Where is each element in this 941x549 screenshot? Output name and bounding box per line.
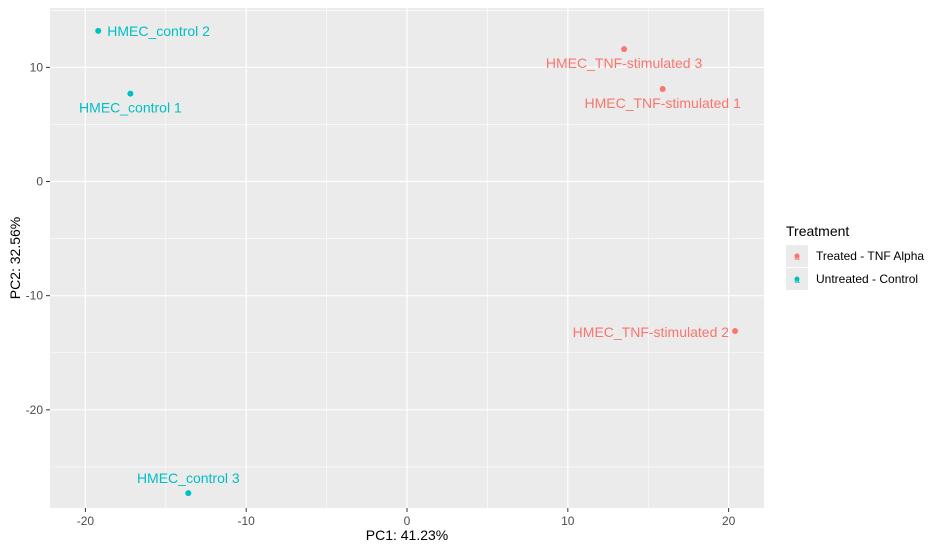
legend-label: Untreated - Control <box>816 272 918 286</box>
point-label: HMEC_TNF-stimulated 2 <box>573 324 730 340</box>
legend-key-point <box>794 276 800 282</box>
legend-title: Treatment <box>786 223 849 239</box>
point-label: HMEC_control 2 <box>107 23 210 39</box>
x-tick-label: -20 <box>77 514 95 528</box>
x-tick-label: 20 <box>722 514 736 528</box>
data-point <box>185 490 192 497</box>
data-point <box>732 328 739 335</box>
x-tick-label: -10 <box>238 514 256 528</box>
legend-entries: a Treated - TNF Alpha a Untreated - Control <box>786 245 924 290</box>
y-tick-label: -20 <box>26 403 44 417</box>
legend-key-glyph: a <box>794 252 800 263</box>
legend-label: Treated - TNF Alpha <box>816 249 924 263</box>
legend: Treatment a Treated - TNF Alpha a Untreated… <box>786 223 924 290</box>
x-axis-title: PC1: 41.23% <box>366 527 449 543</box>
x-axis: -20 -10 0 10 20 <box>77 508 736 528</box>
legend-key-glyph: a <box>794 275 800 286</box>
data-point <box>127 90 134 97</box>
y-tick-label: 0 <box>36 175 43 189</box>
point-labels: HMEC_TNF-stimulated 1 HMEC_TNF-stimulated… <box>79 23 741 486</box>
y-axis-title: PC2: 32.56% <box>7 217 23 300</box>
point-label: HMEC_TNF-stimulated 3 <box>546 55 703 71</box>
data-point <box>621 46 628 53</box>
y-tick-label: -10 <box>26 289 44 303</box>
point-label: HMEC_control 3 <box>137 470 240 486</box>
legend-key-point <box>794 253 800 259</box>
point-label: HMEC_TNF-stimulated 1 <box>585 95 742 111</box>
data-point <box>659 86 666 93</box>
data-points <box>95 27 739 497</box>
y-tick-label: 10 <box>30 60 44 74</box>
y-axis: -20 -10 0 10 <box>26 60 50 417</box>
data-point <box>95 27 102 34</box>
point-label: HMEC_control 1 <box>79 100 182 116</box>
x-tick-label: 10 <box>561 514 575 528</box>
major-gridlines <box>50 8 764 508</box>
x-tick-label: 0 <box>404 514 411 528</box>
